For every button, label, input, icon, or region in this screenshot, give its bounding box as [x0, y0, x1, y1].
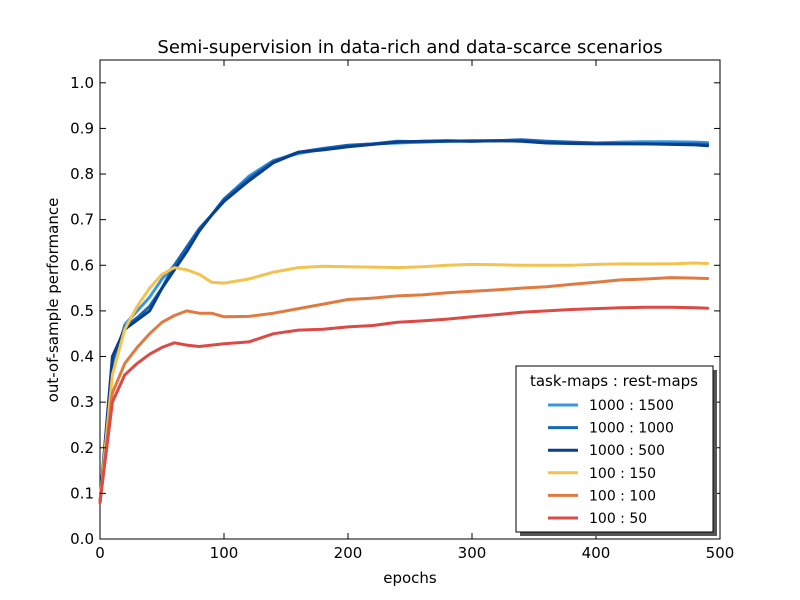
legend-entry-label: 100 : 50 [589, 511, 647, 527]
x-tick-label: 100 [210, 544, 239, 562]
series-line-5 [98, 276, 710, 504]
x-tick-label: 500 [706, 544, 735, 562]
plot-area [98, 59, 721, 540]
ticks-group [99, 60, 721, 540]
x-tick-label: 0 [95, 544, 105, 562]
y-tick-label: 0.2 [70, 439, 94, 457]
legend-entry-label: 1000 : 1500 [589, 398, 674, 414]
legend-entry-label: 100 : 100 [589, 488, 656, 504]
legend-entries: 1000 : 1500 1000 : 1000 1000 : 500 100 : 15… [548, 398, 674, 527]
chart-title: Semi-supervision in data-rich and data-s… [157, 37, 662, 58]
legend-entry-label: 1000 : 1000 [589, 421, 674, 437]
series-line-3 [98, 139, 710, 504]
legend-title: task-maps : rest-maps [530, 372, 698, 390]
y-tick-label: 0.3 [70, 393, 94, 411]
y-tick-label: 0.9 [70, 119, 94, 137]
y-tick-label: 0.5 [70, 302, 94, 320]
x-tick-label: 400 [582, 544, 611, 562]
legend-entry-label: 1000 : 500 [589, 443, 665, 459]
series-line-4 [98, 261, 710, 504]
y-tick-label: 0.7 [70, 211, 94, 229]
y-tick-label: 0.6 [70, 256, 94, 274]
y-axis-label: out-of-sample performance [44, 198, 62, 403]
y-tick-label: 0.4 [70, 348, 94, 366]
y-tick-labels: 0.0 0.1 0.2 0.3 0.4 0.5 0.6 0.7 0.8 0.9 1.0 [70, 74, 94, 548]
series-group [98, 138, 710, 504]
y-tick-label: 0.0 [70, 530, 94, 548]
y-tick-label: 0.1 [70, 484, 94, 502]
legend-entry-label: 100 : 150 [589, 466, 656, 482]
x-tick-label: 200 [334, 544, 363, 562]
y-tick-label: 0.8 [70, 165, 94, 183]
y-tick-label: 1.0 [70, 74, 94, 92]
x-tick-label: 300 [458, 544, 487, 562]
x-axis-label: epochs [383, 569, 437, 587]
series-line-6 [98, 305, 710, 504]
x-tick-labels: 0 100 200 300 400 500 [95, 544, 734, 562]
